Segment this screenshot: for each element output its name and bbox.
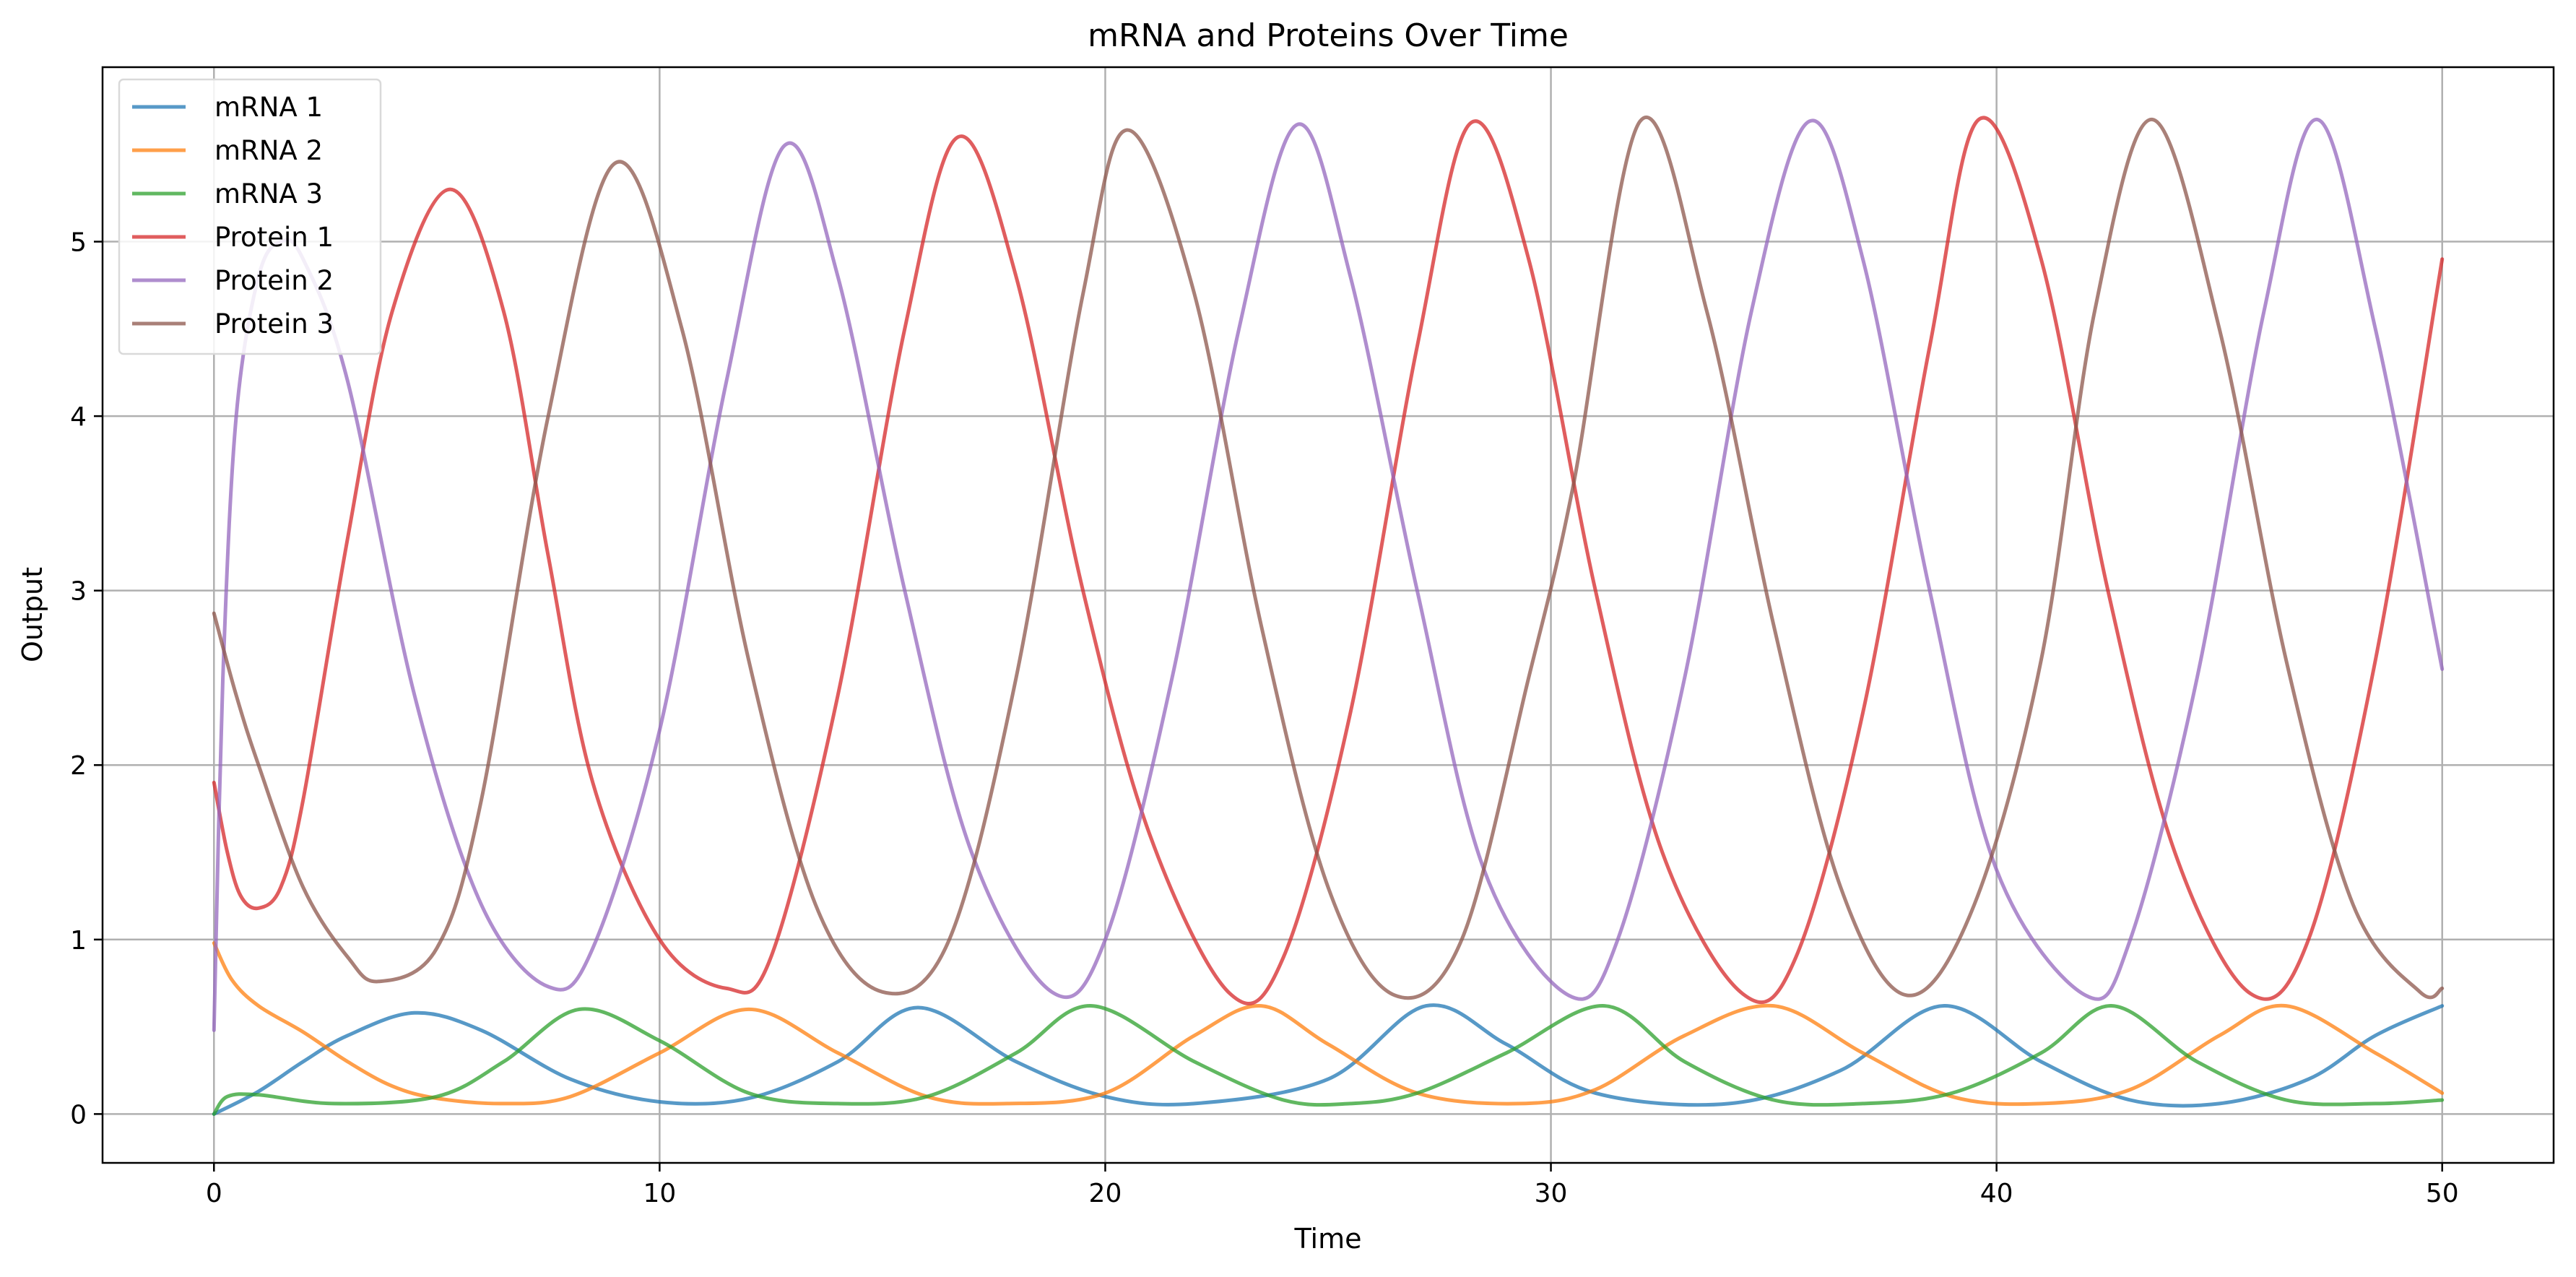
series-lines xyxy=(212,115,2445,1116)
y-axis-label: Output xyxy=(17,567,48,662)
x-tick-label: 50 xyxy=(2426,1179,2459,1208)
series-line-mrna-2 xyxy=(212,941,2445,1107)
legend-label-protein-1: Protein 1 xyxy=(214,222,334,253)
y-tick-label: 4 xyxy=(70,402,87,432)
series-line-mrna-3 xyxy=(212,1004,2445,1116)
x-tick-label: 10 xyxy=(643,1179,676,1208)
y-tick-label: 1 xyxy=(70,926,87,956)
y-tick-label: 2 xyxy=(70,751,87,781)
x-tick-label: 20 xyxy=(1089,1179,1122,1208)
x-tick-label: 40 xyxy=(1980,1179,2013,1208)
chart-title: mRNA and Proteins Over Time xyxy=(1088,17,1569,54)
legend-label-mrna-2: mRNA 2 xyxy=(214,135,323,166)
legend-label-mrna-3: mRNA 3 xyxy=(214,178,323,209)
y-tick-label: 5 xyxy=(70,228,87,258)
x-tick-label: 30 xyxy=(1535,1179,1568,1208)
plot-frame xyxy=(101,66,2555,1164)
legend-label-protein-3: Protein 3 xyxy=(214,308,334,339)
x-tick-label: 0 xyxy=(206,1179,222,1208)
legend-label-protein-2: Protein 2 xyxy=(214,265,334,296)
series-line-protein-3 xyxy=(212,115,2445,1000)
legend-label-mrna-1: mRNA 1 xyxy=(214,92,323,123)
y-tick-label: 0 xyxy=(70,1100,87,1130)
series-line-mrna-1 xyxy=(212,1003,2445,1116)
grid xyxy=(103,67,2554,1163)
legend: mRNA 1 mRNA 2 mRNA 3 Protein 1 Protein 2 Prot… xyxy=(118,78,382,355)
legend-box xyxy=(118,78,382,355)
axis-ticks: 0 10 20 30 40 50 0 1 2 3 4 5 xyxy=(70,228,2459,1208)
x-axis-label: Time xyxy=(1294,1223,1362,1255)
series-line-protein-1 xyxy=(212,116,2445,1005)
series-line-protein-2 xyxy=(212,118,2445,1032)
y-tick-label: 3 xyxy=(70,577,87,607)
